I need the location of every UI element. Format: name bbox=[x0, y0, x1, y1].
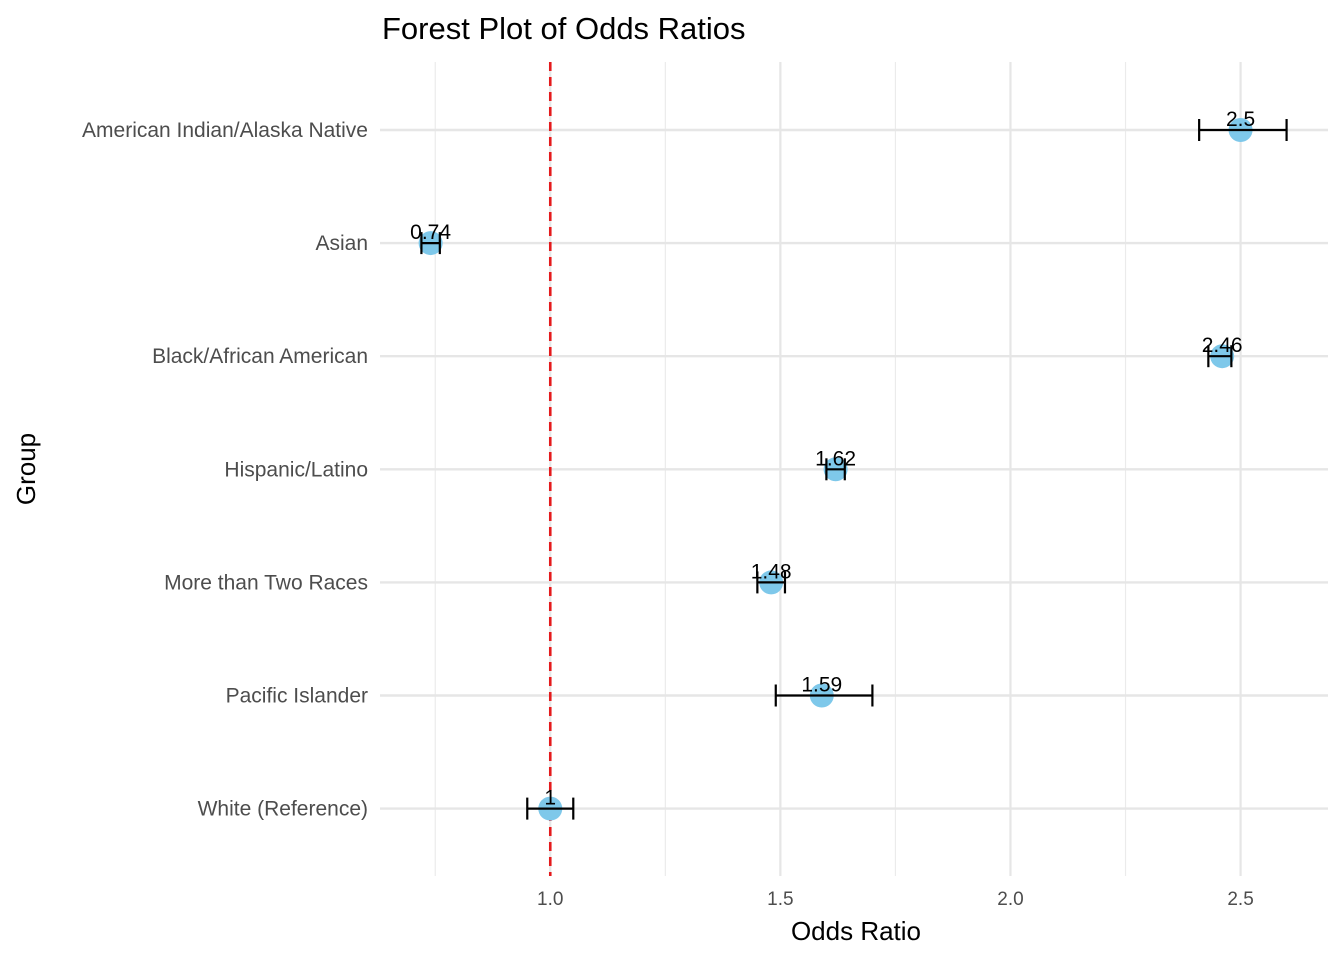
or-value-label: 1.48 bbox=[751, 560, 792, 583]
y-axis-title: Group bbox=[11, 433, 41, 505]
y-tick-label: Pacific Islander bbox=[226, 685, 368, 708]
y-tick-label: American Indian/Alaska Native bbox=[82, 119, 368, 142]
or-value-label: 1.62 bbox=[815, 447, 856, 470]
chart-title: Forest Plot of Odds Ratios bbox=[382, 11, 746, 46]
y-tick-label: Asian bbox=[315, 232, 368, 255]
or-value-label: 1 bbox=[544, 787, 556, 810]
data-labels-layer: 2.5 0.74 2.46 1.62 1.48 1.59 1 bbox=[410, 108, 1255, 810]
y-tick-label: Black/African American bbox=[152, 345, 368, 368]
y-tick-label: Hispanic/Latino bbox=[224, 458, 368, 481]
y-tick-label: More than Two Races bbox=[164, 571, 368, 594]
x-axis-title: Odds Ratio bbox=[791, 916, 921, 946]
or-value-label: 0.74 bbox=[410, 221, 451, 244]
x-tick-label: 2.5 bbox=[1227, 889, 1253, 910]
x-tick-label: 1.0 bbox=[537, 889, 563, 910]
marks-layer bbox=[418, 118, 1288, 821]
x-tick-label: 2.0 bbox=[997, 889, 1023, 910]
y-tick-label: White (Reference) bbox=[198, 798, 368, 821]
x-tick-labels: 1.0 1.5 2.0 2.5 bbox=[537, 889, 1254, 910]
or-value-label: 2.46 bbox=[1202, 334, 1243, 357]
or-value-label: 1.59 bbox=[801, 674, 842, 697]
x-tick-label: 1.5 bbox=[767, 889, 793, 910]
or-value-label: 2.5 bbox=[1226, 108, 1255, 131]
y-tick-labels: American Indian/Alaska Native Asian Black/… bbox=[82, 119, 368, 821]
